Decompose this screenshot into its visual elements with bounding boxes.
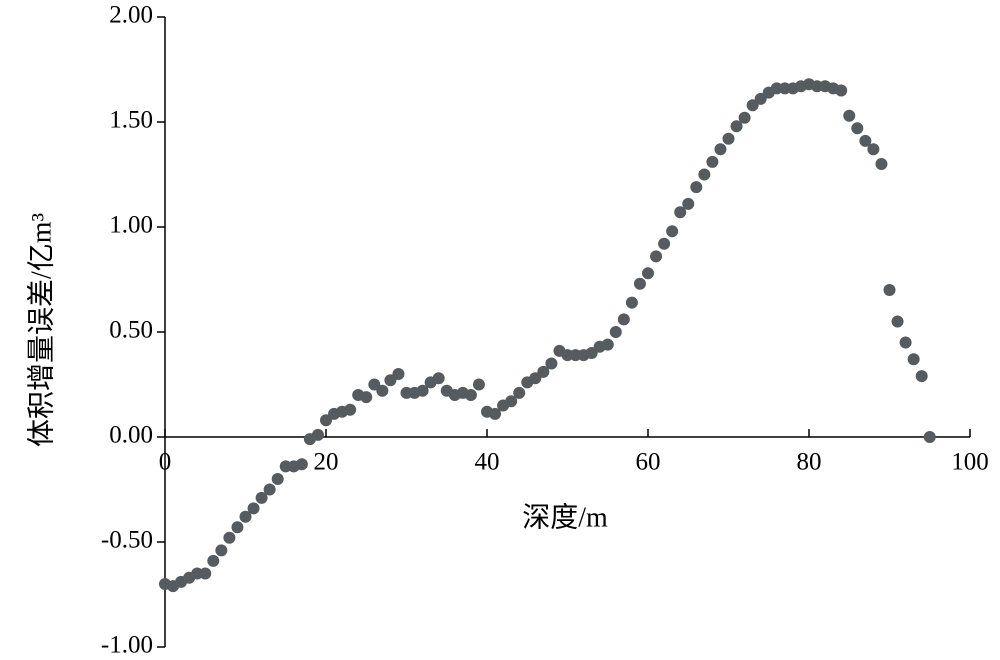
point [384, 374, 397, 387]
point [311, 428, 324, 441]
point [537, 365, 550, 378]
point [392, 368, 405, 380]
point [899, 336, 912, 349]
point [601, 338, 614, 351]
point [617, 313, 630, 326]
point [746, 99, 759, 112]
point [891, 315, 904, 328]
point [650, 250, 663, 263]
point [239, 510, 252, 523]
y-axis-label: 体积增量误差/亿m³ [25, 213, 57, 447]
point [513, 386, 526, 399]
point [585, 347, 598, 359]
point [915, 370, 928, 383]
y-tick-label: 0.00 [109, 422, 153, 449]
point [320, 414, 332, 427]
point [255, 491, 268, 504]
x-tick-label: 100 [951, 449, 989, 476]
point [738, 111, 751, 124]
point [923, 431, 936, 443]
point [344, 403, 357, 416]
y-tick-label: 0.50 [109, 317, 153, 344]
y-tick-label: -0.50 [101, 527, 153, 554]
y-tick-label: 1.50 [109, 107, 153, 134]
point [722, 132, 735, 145]
point [231, 521, 244, 534]
point [505, 395, 518, 408]
x-tick-label: 80 [797, 449, 822, 476]
point [207, 554, 220, 567]
point [295, 458, 308, 471]
point [859, 134, 872, 147]
point [633, 277, 646, 290]
x-tick-label: 0 [159, 449, 172, 476]
point [835, 84, 848, 97]
y-tick-label: 1.00 [109, 212, 153, 239]
point [682, 197, 695, 210]
x-tick-label: 40 [475, 449, 500, 476]
point [464, 389, 477, 401]
point [271, 473, 284, 485]
point [843, 109, 856, 122]
point [666, 225, 679, 238]
point [867, 143, 880, 156]
y-tick-label: 2.00 [109, 2, 153, 29]
point [907, 353, 920, 366]
point [883, 284, 896, 296]
point [215, 544, 228, 557]
point [706, 155, 719, 168]
point [545, 357, 558, 370]
point [247, 502, 260, 515]
y-tick-label: -1.00 [101, 632, 153, 659]
point [698, 168, 711, 181]
x-tick-label: 20 [314, 449, 339, 476]
point [368, 378, 381, 391]
point [730, 120, 743, 133]
point [223, 531, 236, 544]
point [263, 483, 276, 496]
point [690, 181, 703, 194]
point [851, 122, 864, 135]
point [658, 237, 671, 250]
point [875, 158, 888, 170]
point [674, 206, 687, 219]
point [754, 92, 767, 105]
point [199, 567, 212, 580]
point [714, 143, 727, 156]
point [472, 378, 485, 391]
point [609, 326, 622, 338]
point [376, 384, 389, 397]
point [529, 372, 542, 385]
point [360, 391, 373, 404]
point [642, 267, 654, 280]
point [416, 384, 429, 397]
x-tick-label: 60 [636, 449, 661, 476]
point [489, 407, 502, 420]
point [625, 296, 638, 309]
point [432, 372, 445, 385]
x-axis-label: 深度/m [522, 501, 608, 533]
